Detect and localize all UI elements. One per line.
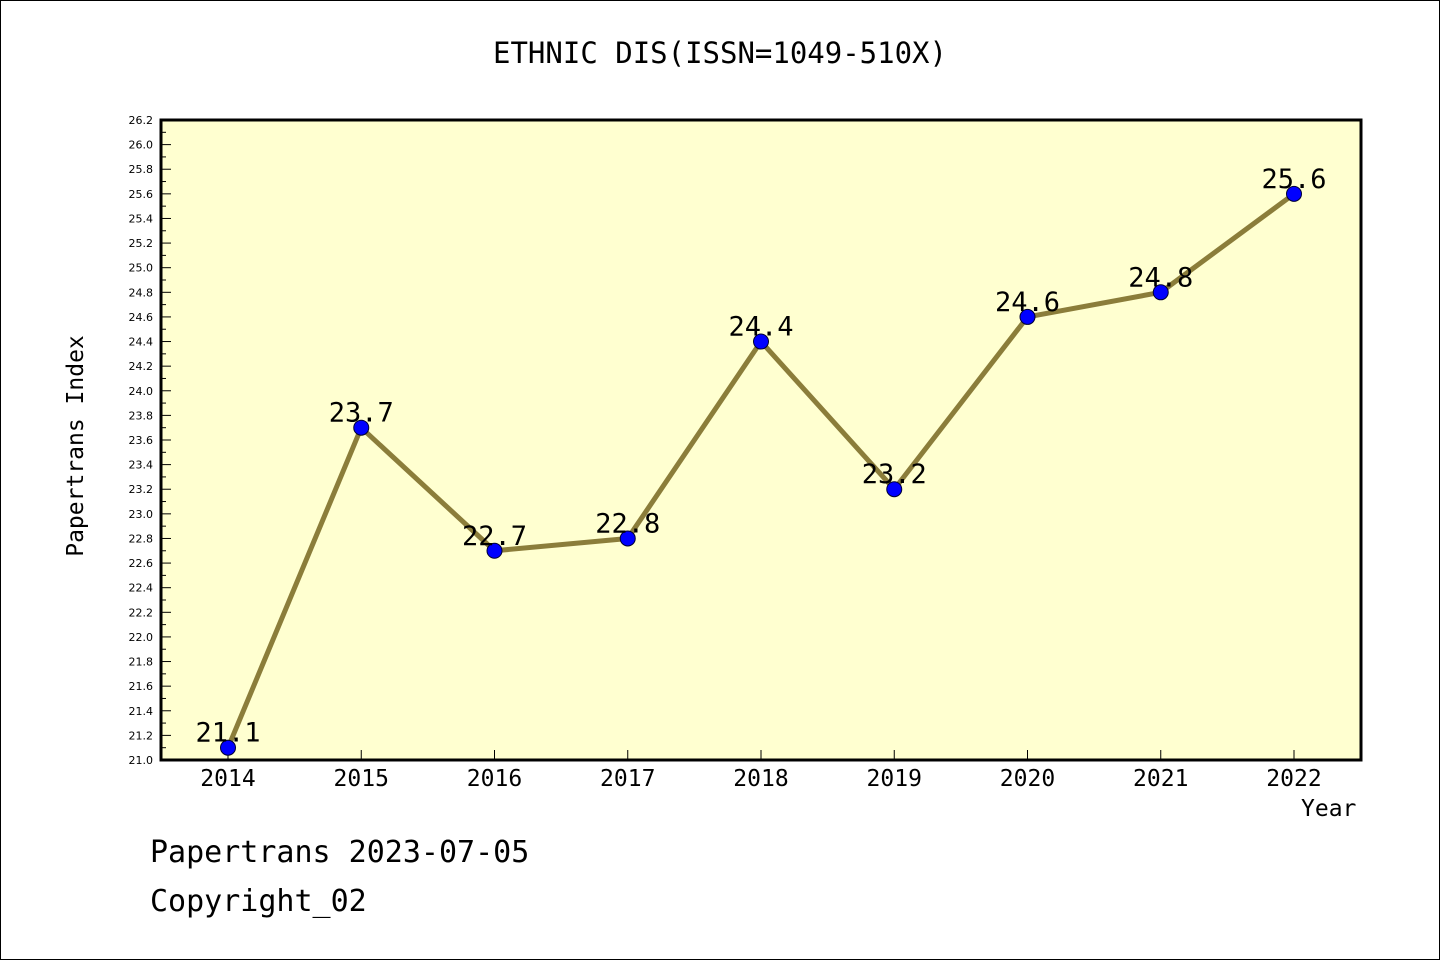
x-tick-label: 2017 — [600, 766, 655, 792]
y-tick-label: 23.0 — [129, 508, 154, 521]
data-label: 25.6 — [1261, 164, 1326, 195]
y-tick-label: 22.6 — [129, 557, 154, 570]
x-tick-label: 2020 — [1000, 766, 1055, 792]
data-label: 21.1 — [195, 718, 260, 749]
y-tick-label: 21.0 — [129, 754, 154, 767]
y-tick-label: 22.0 — [129, 631, 154, 644]
y-tick-label: 25.8 — [129, 163, 154, 176]
y-tick-label: 23.6 — [129, 434, 154, 447]
y-tick-label: 22.8 — [129, 532, 154, 545]
data-point — [753, 333, 769, 350]
x-tick-label: 2018 — [733, 766, 788, 792]
data-label: 22.7 — [462, 521, 527, 552]
data-label: 24.6 — [995, 287, 1060, 318]
chart-title: ETHNIC DIS(ISSN=1049-510X) — [493, 36, 947, 70]
data-point — [1019, 308, 1036, 325]
y-tick-label: 24.4 — [129, 336, 154, 349]
footer-date: Papertrans 2023-07-05 — [150, 835, 530, 870]
x-tick-label: 2016 — [467, 766, 522, 792]
data-label: 22.8 — [595, 508, 660, 539]
x-tick-label: 2014 — [200, 766, 255, 792]
y-tick-label: 23.8 — [129, 409, 154, 422]
data-point — [1152, 284, 1169, 301]
y-tick-label: 21.8 — [129, 656, 154, 669]
data-label: 24.4 — [728, 312, 793, 343]
data-label: 24.8 — [1128, 262, 1193, 293]
y-tick-label: 22.2 — [129, 606, 154, 619]
data-point — [619, 530, 636, 547]
x-tick-label: 2019 — [867, 766, 922, 792]
data-point — [220, 739, 236, 756]
data-point — [353, 419, 370, 436]
x-axis-label: Year — [1301, 796, 1357, 822]
data-points — [220, 185, 1302, 756]
y-tick-label: 23.4 — [129, 459, 154, 472]
data-label: 23.2 — [862, 459, 927, 490]
y-tick-label: 21.2 — [129, 729, 154, 742]
y-tick-label: 25.6 — [129, 188, 154, 201]
y-tick-label: 26.0 — [129, 139, 154, 152]
y-tick-label: 25.0 — [129, 262, 154, 275]
y-tick-label: 24.8 — [129, 286, 154, 299]
data-point — [886, 481, 903, 498]
x-tick-label: 2015 — [334, 766, 389, 792]
y-tick-label: 26.2 — [129, 114, 154, 127]
y-tick-label: 23.2 — [129, 483, 154, 496]
y-tick-label: 25.2 — [129, 237, 154, 250]
data-label: 23.7 — [329, 398, 394, 429]
y-tick-label: 25.4 — [129, 212, 154, 225]
y-tick-label: 24.0 — [129, 385, 154, 398]
x-tick-label: 2022 — [1266, 766, 1321, 792]
data-labels: 21.1 23.7 22.7 22.8 24.4 23.2 24.6 24.8 25.6 — [195, 164, 1326, 749]
y-tick-label: 21.4 — [129, 705, 154, 718]
y-tick-label: 24.2 — [129, 360, 154, 373]
data-point — [1286, 185, 1302, 202]
y-tick-label: 22.4 — [129, 582, 154, 595]
x-tick-label: 2021 — [1133, 766, 1188, 792]
y-tick-label: 24.6 — [129, 311, 154, 324]
y-tick-label: 21.6 — [129, 680, 154, 693]
x-axis-ticks: 2014 2015 2016 2017 2018 2019 2020 2021 2022 — [200, 750, 1322, 792]
footer-copyright: Copyright_02 — [150, 884, 367, 919]
y-axis-ticks: 21.0 21.2 21.4 21.6 21.8 22.0 22.2 22.4 22.6 22.8… — [129, 114, 171, 767]
data-point — [486, 542, 503, 559]
plot-area — [159, 118, 1363, 762]
